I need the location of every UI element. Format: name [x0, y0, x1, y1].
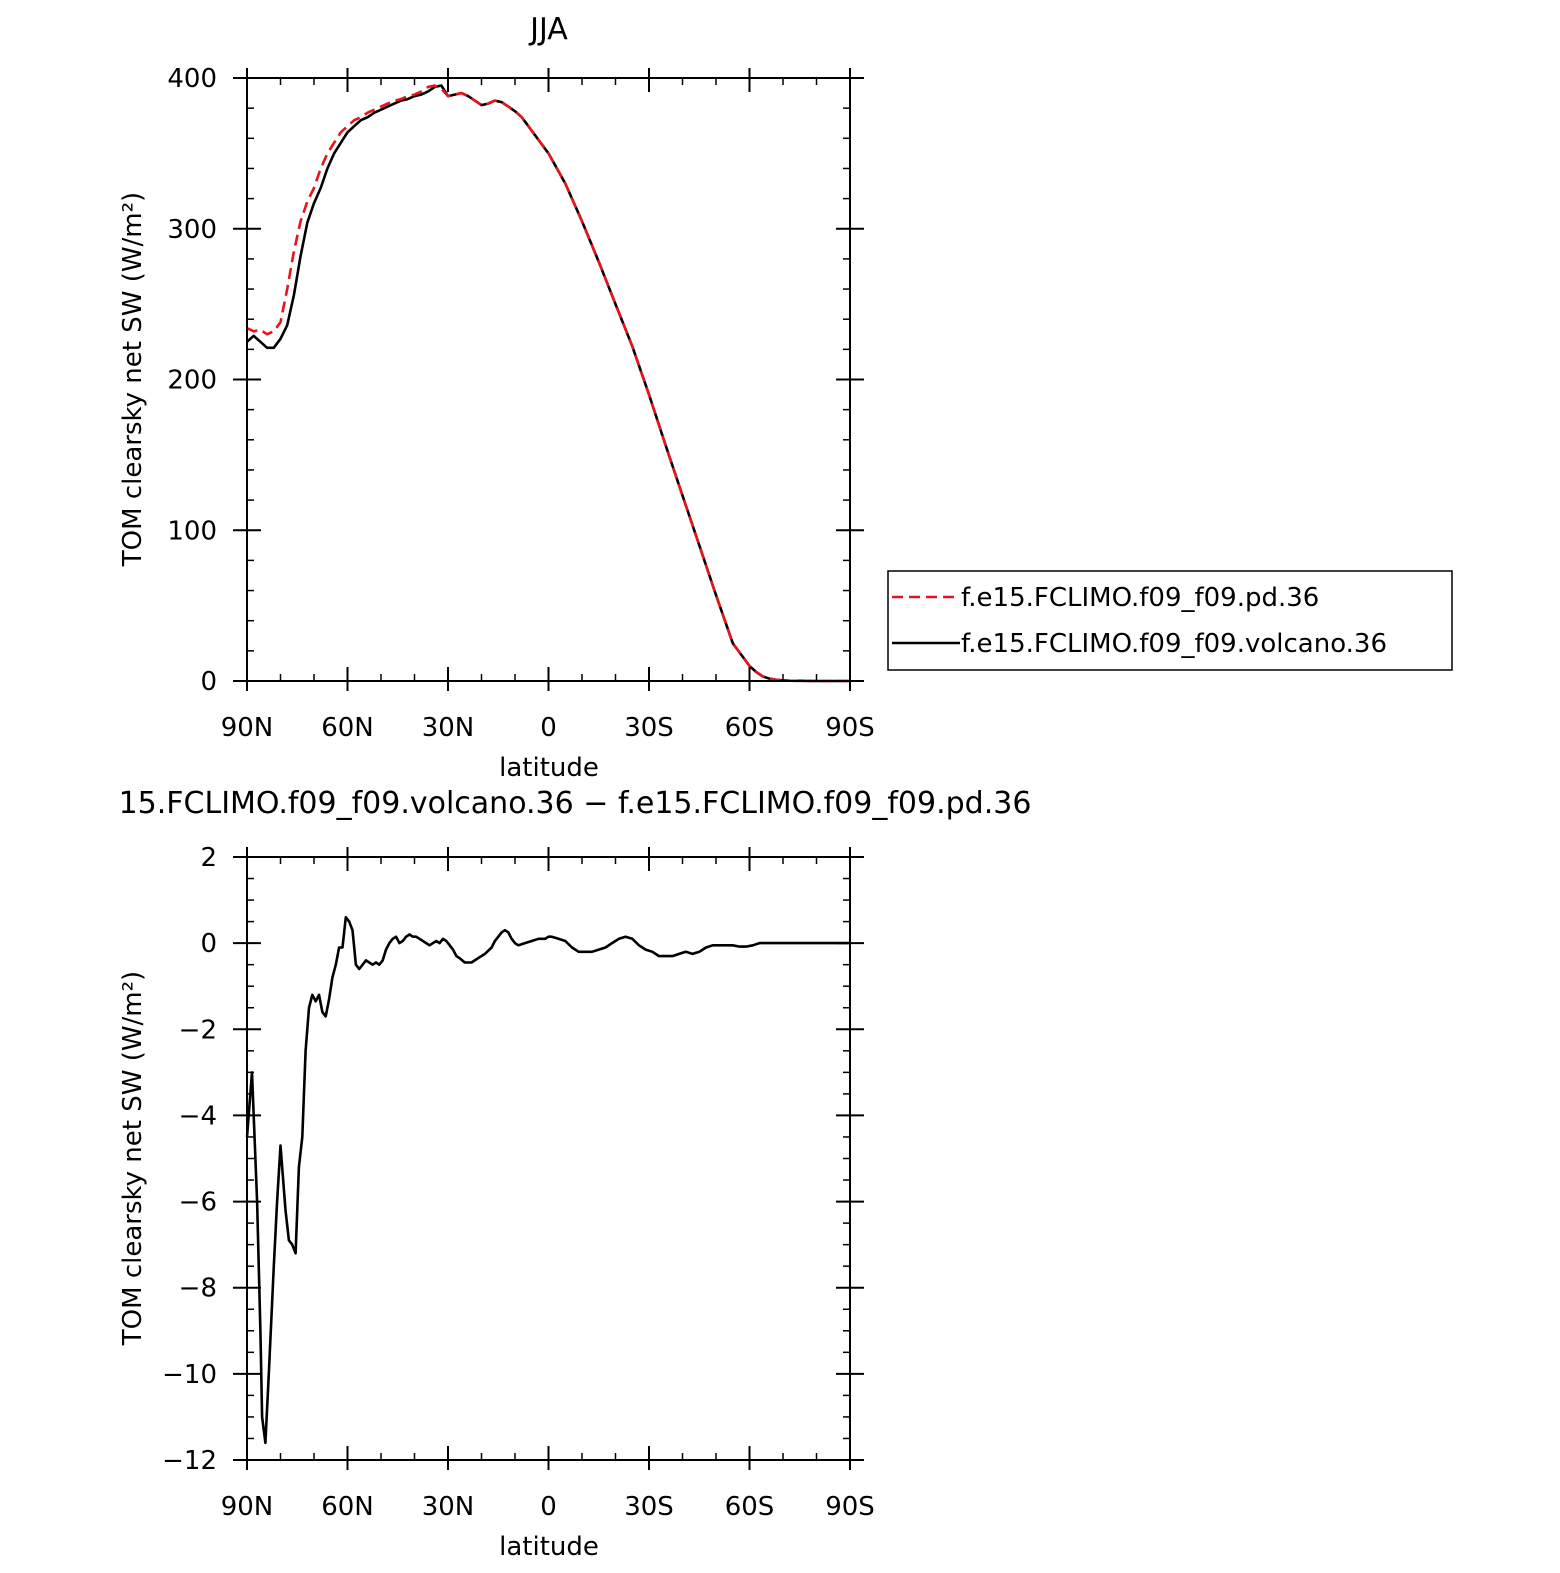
bottom-plot-frame [246, 856, 851, 1461]
bottom-x-tick-label: 30N [422, 1492, 475, 1522]
top-x-tick-label: 30N [422, 713, 475, 743]
top-x-tick-label: 90S [825, 713, 875, 743]
bottom-y-tick-label: −10 [162, 1360, 217, 1390]
top-x-tick-label: 0 [540, 713, 557, 743]
top-y-tick-label: 0 [200, 667, 217, 697]
top-x-tick-label: 60S [725, 713, 775, 743]
bottom-panel-title: 15.FCLIMO.f09_f09.volcano.36 − f.e15.FCL… [119, 786, 1032, 821]
top-x-tick-label: 30S [624, 713, 674, 743]
top-y-tick-label: 100 [167, 516, 217, 546]
legend-box [887, 570, 1453, 671]
bottom-series-line-0 [245, 915, 850, 1445]
bottom-ticks: 90N 60N 30N 0 30S 60S 90S 2 0 −2 −4 −6 −8 −10 −12 [162, 843, 875, 1522]
top-panel: JJA 90N 60N 30N 0 30S 60S 90S 0 100 200 300 400 lat… [118, 12, 1453, 783]
bottom-y-tick-label: −4 [179, 1101, 217, 1131]
bottom-y-tick-label: −6 [179, 1188, 217, 1218]
legend-label-pd: f.e15.FCLIMO.f09_f09.pd.36 [961, 583, 1319, 613]
top-panel-title: JJA [528, 12, 568, 47]
bottom-y-tick-label: −12 [162, 1446, 217, 1476]
bottom-y-axis-label: TOM clearsky net SW (W/m²) [118, 971, 148, 1346]
top-y-tick-label: 400 [167, 64, 217, 94]
top-plot-frame [246, 77, 851, 682]
top-series-group [246, 84, 850, 683]
top-y-tick-label: 300 [167, 215, 217, 245]
bottom-series-group [245, 915, 850, 1445]
bottom-y-tick-label: 0 [200, 929, 217, 959]
top-x-axis-label: latitude [499, 753, 599, 783]
top-ticks: 90N 60N 30N 0 30S 60S 90S 0 100 200 300 400 [167, 64, 874, 743]
bottom-x-tick-label: 30S [624, 1492, 674, 1522]
bottom-y-tick-label: −8 [179, 1274, 217, 1304]
top-series-line-1 [246, 84, 850, 683]
bottom-y-tick-label: 2 [200, 843, 217, 873]
bottom-x-tick-label: 60N [321, 1492, 374, 1522]
bottom-x-tick-label: 60S [725, 1492, 775, 1522]
bottom-x-tick-label: 90S [825, 1492, 875, 1522]
top-series-line-0 [246, 84, 850, 683]
top-x-tick-label: 90N [221, 713, 274, 743]
legend-label-volcano: f.e15.FCLIMO.f09_f09.volcano.36 [961, 629, 1387, 659]
bottom-x-axis-label: latitude [499, 1532, 599, 1562]
bottom-y-tick-label: −2 [179, 1015, 217, 1045]
top-y-tick-label: 200 [167, 366, 217, 396]
bottom-x-tick-label: 0 [540, 1492, 557, 1522]
bottom-panel: 15.FCLIMO.f09_f09.volcano.36 − f.e15.FCL… [118, 786, 1031, 1562]
top-x-tick-label: 60N [321, 713, 374, 743]
legend: f.e15.FCLIMO.f09_f09.pd.36 f.e15.FCLIMO.… [887, 570, 1453, 671]
top-y-axis-label: TOM clearsky net SW (W/m²) [118, 192, 148, 567]
bottom-x-tick-label: 90N [221, 1492, 274, 1522]
